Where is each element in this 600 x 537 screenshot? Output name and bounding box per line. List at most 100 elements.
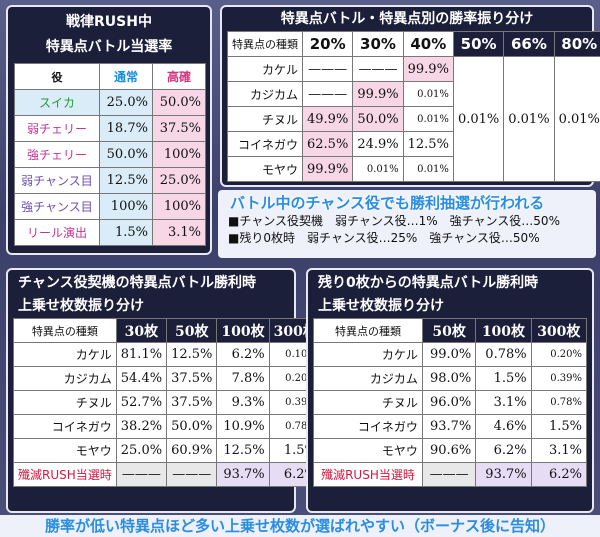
role-label: リール演出 — [14, 219, 100, 246]
table-row: 弱チャンス目 12.5% 25.0% — [14, 167, 207, 194]
merged-cell-80: 0.01% — [553, 56, 600, 182]
cell: 4.6% — [475, 414, 532, 439]
normal-value: 100% — [98, 193, 153, 220]
role-label: 強チェリー — [14, 141, 100, 168]
high-value: 25.0% — [151, 167, 207, 194]
zero-remaining-bonus-table: 特異点の種類 50枚 100枚 300枚 カケル 99.0% 0.78% 0.2… — [313, 318, 588, 487]
cell: 93.7% — [475, 462, 532, 487]
role-label: 強チャンス目 — [14, 193, 100, 220]
header-normal: 通常 — [98, 63, 153, 90]
type-name: カケル — [313, 342, 423, 367]
normal-value: 50.0% — [98, 141, 153, 168]
cell: 99.9% — [301, 156, 354, 182]
type-name: カケル — [227, 56, 303, 82]
cell: 62.5% — [301, 131, 354, 157]
table-row: 殲滅RUSH当選時 ——— ——— 93.7% 6.2% — [13, 462, 322, 487]
normal-value: 1.5% — [98, 219, 153, 246]
high-value: 100% — [151, 193, 207, 220]
type-name: モヤウ — [13, 438, 117, 463]
high-value: 50.0% — [151, 89, 207, 116]
cell: 6.2% — [530, 462, 588, 487]
type-name: カジカム — [13, 366, 117, 391]
cell: 50.0% — [352, 106, 404, 132]
header-type: 特異点の種類 — [227, 31, 303, 57]
cell: 37.5% — [166, 366, 218, 391]
cell: 0.20% — [530, 342, 588, 367]
cell: 6.2% — [475, 438, 532, 463]
header-role: 役 — [14, 63, 100, 90]
cell: 0.01% — [352, 156, 404, 182]
battle-win-rate-panel: 特異点バトル・特異点別の勝率振り分け 特異点の種類 20% 30% 40% 50… — [220, 5, 600, 187]
header-col: 300枚 — [530, 318, 588, 343]
cell: ——— — [301, 81, 354, 107]
table-row: コイネガウ 38.2% 50.0% 10.9% 0.78% — [13, 414, 322, 439]
cell: 10.9% — [216, 414, 270, 439]
type-name: チヌル — [313, 390, 423, 415]
panel3-title-line2: 上乗せ枚数振り分け — [18, 298, 144, 314]
role-label: スイカ — [14, 89, 100, 116]
header-high: 高確 — [151, 63, 207, 90]
role-label: 弱チャンス目 — [14, 167, 100, 194]
panel4-title-line2: 上乗せ枚数振り分け — [318, 298, 444, 314]
table-header-row: 特異点の種類 30枚 50枚 100枚 300枚 — [13, 318, 322, 343]
cell: 12.5% — [402, 131, 454, 157]
cell: 93.7% — [216, 462, 270, 487]
panel1-title-line1: 戦律RUSH中 — [66, 14, 152, 30]
panel4-title-line1: 残り0枚からの特異点バトル勝利時 — [318, 275, 539, 291]
table-row: カケル 99.0% 0.78% 0.20% — [313, 342, 588, 367]
type-name: カジカム — [313, 366, 423, 391]
cell: 99.9% — [402, 56, 454, 82]
table-row: カジカム ——— 99.9% 0.01% — [227, 81, 600, 107]
header-40: 40% — [402, 31, 454, 57]
table-row: モヤウ 25.0% 60.9% 12.5% 1.5% — [13, 438, 322, 463]
cell: 54.4% — [115, 366, 168, 391]
cell: 12.5% — [216, 438, 270, 463]
panel3-title-line1: チャンス役契機の特異点バトル勝利時 — [18, 275, 256, 291]
table-row: チヌル 52.7% 37.5% 9.3% 0.39% — [13, 390, 322, 415]
header-30: 30% — [352, 31, 404, 57]
table-row: カジカム 54.4% 37.5% 7.8% 0.20% — [13, 366, 322, 391]
battle-win-rate-table: 特異点の種類 20% 30% 40% 50% 66% 80% カケル ——— —… — [227, 31, 600, 182]
cell: ——— — [115, 462, 168, 487]
cell: 0.01% — [402, 106, 454, 132]
cell: 99.9% — [352, 81, 404, 107]
cell: 1.5% — [530, 414, 588, 439]
table-row: リール演出 1.5% 3.1% — [14, 219, 207, 246]
chance-bonus-panel: チャンス役契機の特異点バトル勝利時 上乗せ枚数振り分け 特異点の種類 30枚 5… — [6, 268, 322, 513]
normal-value: 25.0% — [98, 89, 153, 116]
cell: 1.5% — [475, 366, 532, 391]
cell: 49.9% — [301, 106, 354, 132]
cell: 0.01% — [402, 81, 454, 107]
cell: 60.9% — [166, 438, 218, 463]
table-row: モヤウ 99.9% 0.01% 0.01% — [227, 156, 600, 182]
cell: 93.7% — [421, 414, 477, 439]
cell: 81.1% — [115, 342, 168, 367]
table-row: スイカ 25.0% 50.0% — [14, 89, 207, 116]
table-row: コイネガウ 93.7% 4.6% 1.5% — [313, 414, 588, 439]
cell: 25.0% — [115, 438, 168, 463]
chance-role-note: バトル中のチャンス役でも勝利抽選が行われる ■チャンス役契機 弱チャンス役…1%… — [222, 192, 596, 247]
table-header-row: 特異点の種類 20% 30% 40% 50% 66% 80% — [227, 31, 600, 57]
panel2-title: 特異点バトル・特異点別の勝率振り分け — [280, 11, 534, 27]
cell: 7.8% — [216, 366, 270, 391]
header-col: 100枚 — [475, 318, 532, 343]
cell: ——— — [301, 56, 354, 82]
cell: 38.2% — [115, 414, 168, 439]
panel1-title-line2: 特異点バトル当選率 — [45, 39, 173, 55]
type-name: カケル — [13, 342, 117, 367]
cell: ——— — [352, 56, 404, 82]
type-name: 殲滅RUSH当選時 — [313, 462, 423, 487]
rush-win-rate-panel: 戦律RUSH中 特異点バトル当選率 役 通常 高確 スイカ 25.0% 50.0… — [6, 5, 212, 255]
cell: 90.6% — [421, 438, 477, 463]
header-col: 50枚 — [421, 318, 477, 343]
cell: 98.0% — [421, 366, 477, 391]
cell: 50.0% — [166, 414, 218, 439]
type-name: モヤウ — [313, 438, 423, 463]
table-row: チヌル 96.0% 3.1% 0.78% — [313, 390, 588, 415]
cell: 6.2% — [216, 342, 270, 367]
cell: 0.01% — [402, 156, 454, 182]
cell: ——— — [166, 462, 218, 487]
cell: 37.5% — [166, 390, 218, 415]
high-value: 37.5% — [151, 115, 207, 142]
type-name: コイネガウ — [13, 414, 117, 439]
